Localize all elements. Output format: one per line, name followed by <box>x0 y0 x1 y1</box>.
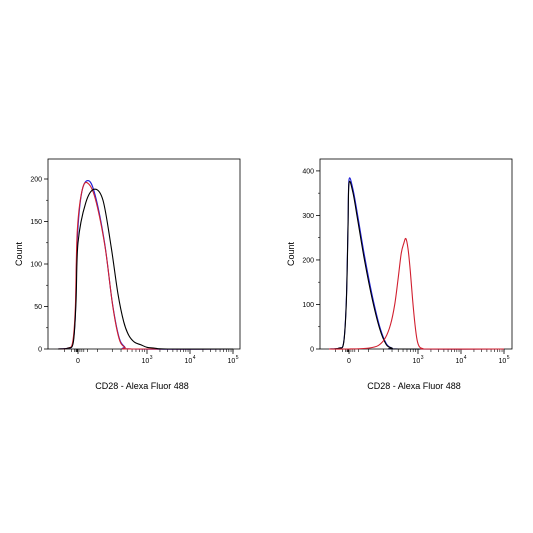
y-axis-title: Count <box>286 242 296 267</box>
histogram-panel-2: 0 100 200 300 400 0 103 104 105 CD28 - Alexa Fluo… <box>286 158 513 391</box>
histogram-series-3 <box>57 188 234 350</box>
y-tick-label: 0 <box>310 347 314 354</box>
histogram-panel-1: 0 50 100 150 200 0 103 104 105 CD28 - Alexa Fluor… <box>14 158 241 391</box>
y-tick-label: 200 <box>302 257 314 264</box>
histogram-series-3 <box>328 237 505 350</box>
x-tick-label: 104 <box>184 355 195 365</box>
x-axis-title: CD28 - Alexa Fluor 488 <box>95 381 189 391</box>
x-tick-label: 104 <box>455 355 466 365</box>
histogram-series-2 <box>328 180 505 350</box>
x-tick-exponent: 3 <box>421 355 424 361</box>
x-tick-label: 0 <box>76 358 80 365</box>
x-tick-exponent: 4 <box>193 355 196 361</box>
y-tick-label: 100 <box>30 262 42 269</box>
y-tick-label: 50 <box>34 304 42 311</box>
x-tick-exponent: 5 <box>236 355 239 361</box>
x-tick-exponent: 3 <box>150 355 153 361</box>
y-tick-label: 150 <box>30 219 42 226</box>
y-tick-label: 300 <box>302 213 314 220</box>
x-tick-label: 105 <box>227 355 238 365</box>
x-tick-exponent: 4 <box>464 355 467 361</box>
y-tick-label: 0 <box>38 347 42 354</box>
y-tick-label: 200 <box>30 177 42 184</box>
y-tick-label: 400 <box>302 168 314 175</box>
y-axis-title: Count <box>14 242 24 267</box>
histogram-series-2 <box>57 181 234 350</box>
x-tick-label: 103 <box>141 355 152 365</box>
x-tick-exponent: 5 <box>507 355 510 361</box>
x-tick-label: 105 <box>498 355 509 365</box>
y-tick-label: 100 <box>302 302 314 309</box>
x-axis-title: CD28 - Alexa Fluor 488 <box>367 381 461 391</box>
x-tick-label: 103 <box>412 355 423 365</box>
x-tick-label: 0 <box>347 358 351 365</box>
